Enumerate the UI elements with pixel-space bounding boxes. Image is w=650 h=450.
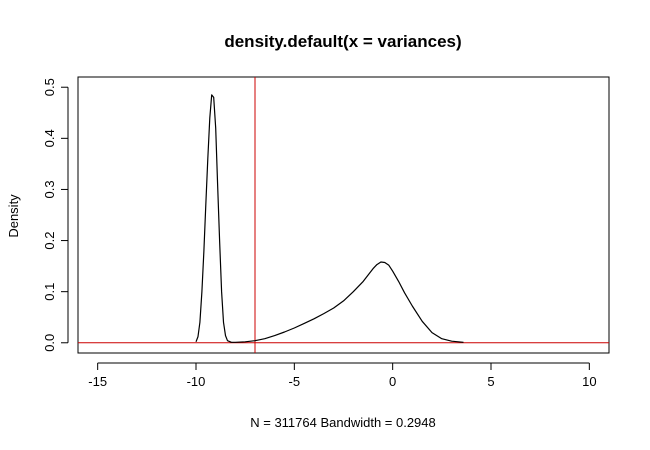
y-tick-label: 0.1 <box>42 283 57 301</box>
x-axis: -15 -10 -5 0 5 10 <box>88 362 597 389</box>
x-tick-label: 0 <box>389 374 396 389</box>
y-tick-label: 0.5 <box>42 78 57 96</box>
y-tick-label: 0.4 <box>42 129 57 147</box>
x-tick-label: 10 <box>582 374 596 389</box>
series-layer <box>195 94 464 343</box>
x-axis-label: N = 311764 Bandwidth = 0.2948 <box>250 415 436 430</box>
y-axis: 0.0 0.1 0.2 0.3 0.4 0.5 <box>42 78 69 352</box>
reference-lines <box>78 77 609 353</box>
chart-title: density.default(x = variances) <box>224 32 461 51</box>
y-tick-label: 0.0 <box>42 334 57 352</box>
x-tick-label: -5 <box>289 374 301 389</box>
x-tick-label: 5 <box>487 374 494 389</box>
y-axis-label: Density <box>6 194 21 238</box>
x-tick-label: -15 <box>88 374 107 389</box>
x-tick-label: -10 <box>187 374 206 389</box>
y-tick-label: 0.2 <box>42 232 57 250</box>
plot-frame <box>77 76 610 354</box>
density-curve <box>195 94 464 343</box>
y-tick-label: 0.3 <box>42 180 57 198</box>
